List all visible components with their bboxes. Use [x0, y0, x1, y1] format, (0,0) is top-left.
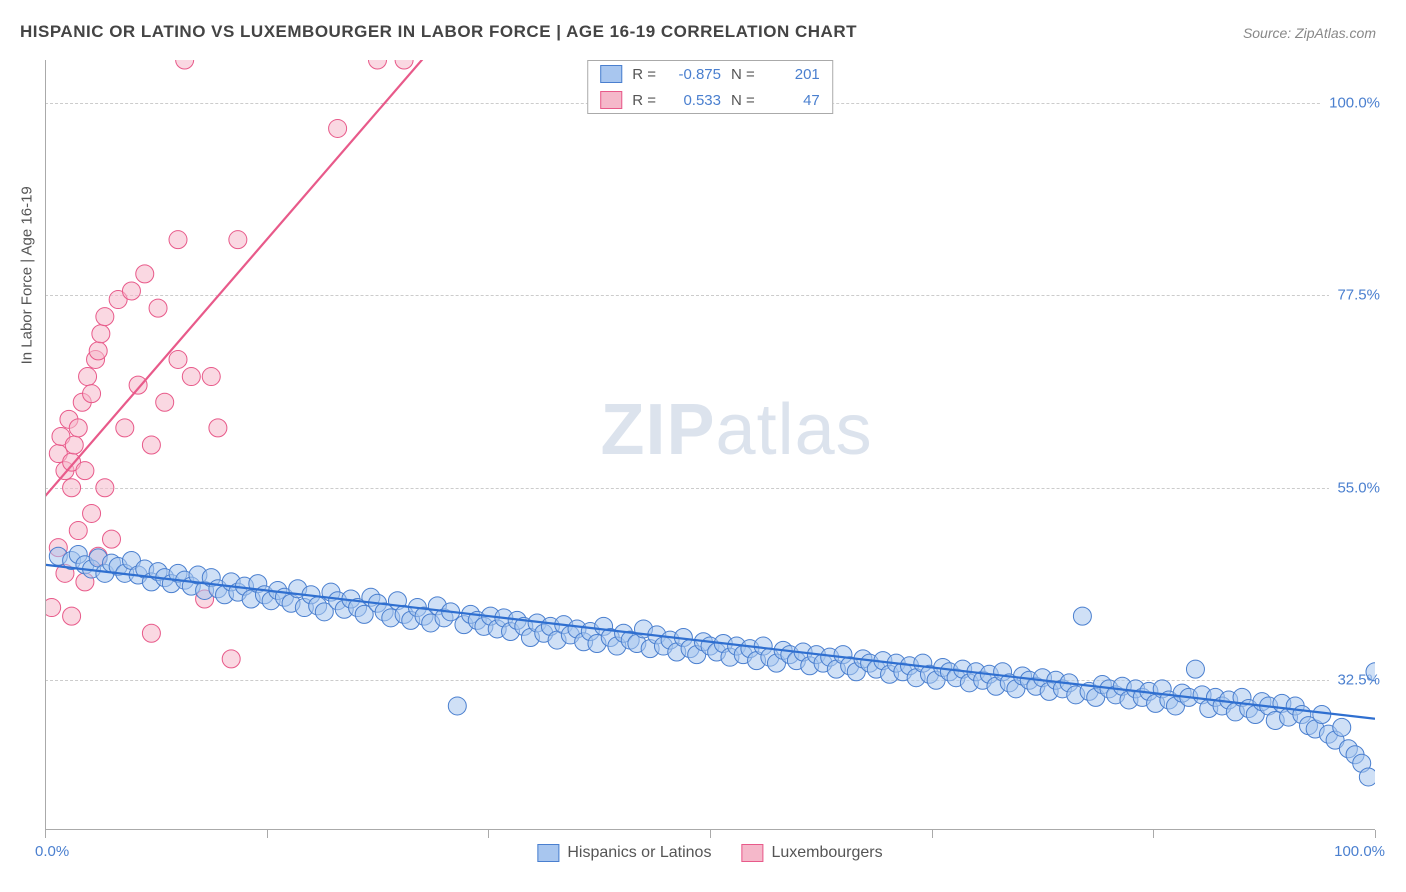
x-tick	[710, 830, 711, 838]
x-tick	[45, 830, 46, 838]
x-max-label: 100.0%	[1334, 843, 1385, 860]
legend-item-a: Hispanics or Latinos	[537, 844, 711, 862]
swatch-a-icon	[537, 844, 559, 862]
x-min-label: 0.0%	[35, 843, 69, 860]
n-value-a: 201	[765, 66, 820, 83]
scatter-svg	[45, 60, 1375, 830]
legend-item-b: Luxembourgers	[741, 844, 882, 862]
r-value-a: -0.875	[666, 66, 721, 83]
n-value-b: 47	[765, 92, 820, 109]
swatch-series-b	[600, 91, 622, 109]
plot-area: 32.5%55.0%77.5%100.0% 0.0% 100.0% R = -0…	[45, 60, 1375, 830]
swatch-series-a	[600, 65, 622, 83]
x-tick	[267, 830, 268, 838]
legend-bottom: Hispanics or Latinos Luxembourgers	[537, 844, 882, 862]
y-axis-label: In Labor Force | Age 16-19	[19, 186, 36, 364]
correlation-chart: In Labor Force | Age 16-19 ZIPatlas 32.5…	[45, 60, 1375, 830]
x-tick	[1153, 830, 1154, 838]
source-attribution: Source: ZipAtlas.com	[1243, 25, 1376, 41]
swatch-b-icon	[741, 844, 763, 862]
stats-row-a: R = -0.875 N = 201	[588, 61, 832, 87]
x-tick	[488, 830, 489, 838]
x-tick	[932, 830, 933, 838]
stats-row-b: R = 0.533 N = 47	[588, 87, 832, 113]
chart-title: HISPANIC OR LATINO VS LUXEMBOURGER IN LA…	[20, 22, 857, 42]
y-axis	[45, 60, 46, 830]
x-tick	[1375, 830, 1376, 838]
stats-legend-box: R = -0.875 N = 201 R = 0.533 N = 47	[587, 60, 833, 114]
r-value-b: 0.533	[666, 92, 721, 109]
